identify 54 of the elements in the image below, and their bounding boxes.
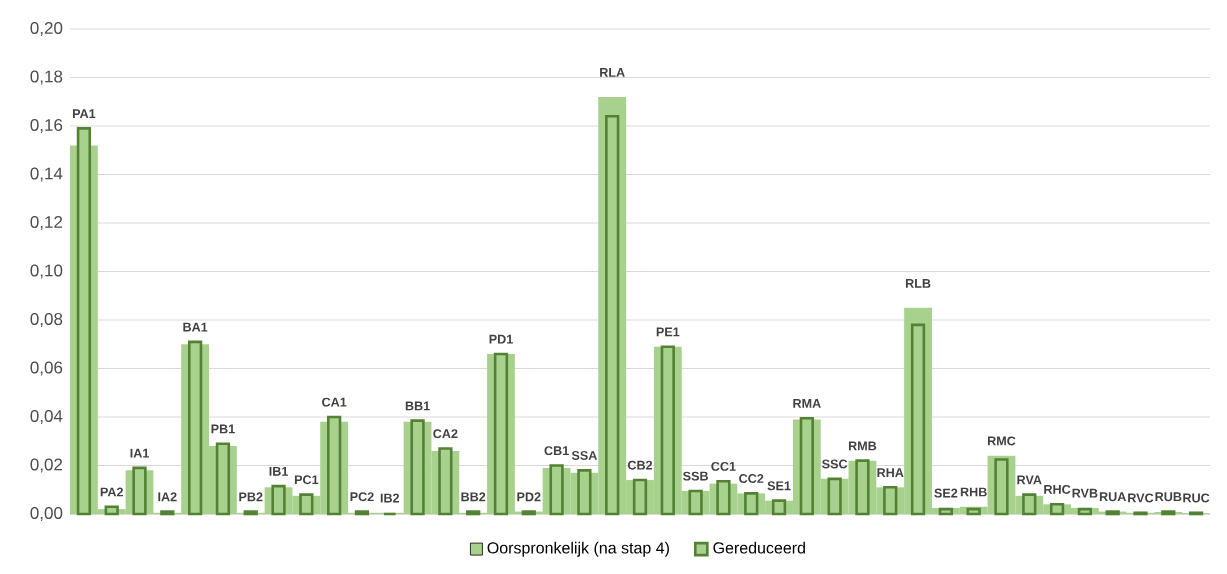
legend-label: Oorspronkelijk (na stap 4) — [487, 541, 669, 557]
y-tick-label: 0,14 — [30, 167, 63, 182]
x-tick-label: CB1 — [544, 446, 569, 456]
x-tick-label: PA1 — [72, 109, 96, 119]
x-tick-label: PC1 — [294, 475, 319, 485]
x-tick-label: RHA — [877, 468, 904, 477]
x-tick-label: RVA — [1017, 475, 1042, 485]
y-tick-label: 0,10 — [30, 264, 63, 279]
x-tick-label: SSA — [571, 451, 598, 460]
x-tick-label: PC2 — [350, 492, 374, 502]
x-tick-label: IA1 — [130, 448, 149, 458]
x-tick-label: CA1 — [322, 397, 347, 407]
x-tick-label: PD1 — [489, 334, 513, 344]
x-tick-label: RUC — [1183, 493, 1210, 503]
y-tick-label: 0,18 — [30, 70, 63, 85]
x-tick-label: BB2 — [461, 492, 486, 502]
y-tick-label: 0,02 — [30, 458, 63, 473]
y-tick-label: 0,06 — [30, 361, 63, 376]
x-tick-label: RLA — [600, 68, 625, 77]
x-tick-label: CB2 — [627, 460, 653, 470]
y-tick-label: 0,12 — [30, 215, 63, 231]
x-tick-label: SE1 — [767, 481, 791, 491]
x-tick-label: RHB — [960, 487, 987, 497]
x-tick-label: IB2 — [380, 493, 400, 503]
x-tick-label: PD2 — [517, 492, 541, 502]
x-tick-label: RLB — [905, 279, 931, 288]
x-tick-label: IA2 — [158, 492, 177, 502]
x-tick-label: SE2 — [934, 488, 958, 498]
y-tick-label: 0,00 — [30, 506, 63, 522]
x-tick-label: RVC — [1128, 493, 1154, 503]
y-tick-label: 0,16 — [30, 118, 63, 134]
x-tick-label: PB2 — [239, 492, 263, 502]
legend-label: Gereduceerd — [713, 541, 805, 554]
x-tick-label: RVB — [1072, 488, 1098, 498]
x-tick-label: RMA — [793, 399, 821, 408]
x-tick-label: PE1 — [656, 327, 680, 337]
x-tick-label: RUB — [1155, 492, 1182, 502]
x-tick-label: BB1 — [405, 401, 430, 411]
x-tick-label: SSC — [822, 459, 848, 469]
y-tick-label: 0,04 — [30, 409, 63, 425]
x-tick-label: IB1 — [269, 467, 288, 476]
x-tick-label: SSB — [683, 471, 708, 481]
x-tick-label: RHC — [1044, 484, 1071, 494]
y-tick-label: 0,08 — [30, 312, 63, 328]
x-tick-label: CC2 — [739, 474, 764, 483]
x-tick-label: RUA — [1099, 492, 1127, 502]
y-tick-label: 0,20 — [30, 21, 63, 37]
x-tick-label: RMC — [987, 436, 1016, 446]
x-tick-label: PA2 — [100, 487, 123, 497]
x-tick-label: RMB — [848, 441, 877, 451]
x-tick-label: PB1 — [211, 424, 235, 434]
x-tick-label: BA1 — [183, 322, 208, 332]
x-tick-label: CA2 — [433, 429, 458, 439]
x-tick-label: CC1 — [711, 461, 736, 471]
